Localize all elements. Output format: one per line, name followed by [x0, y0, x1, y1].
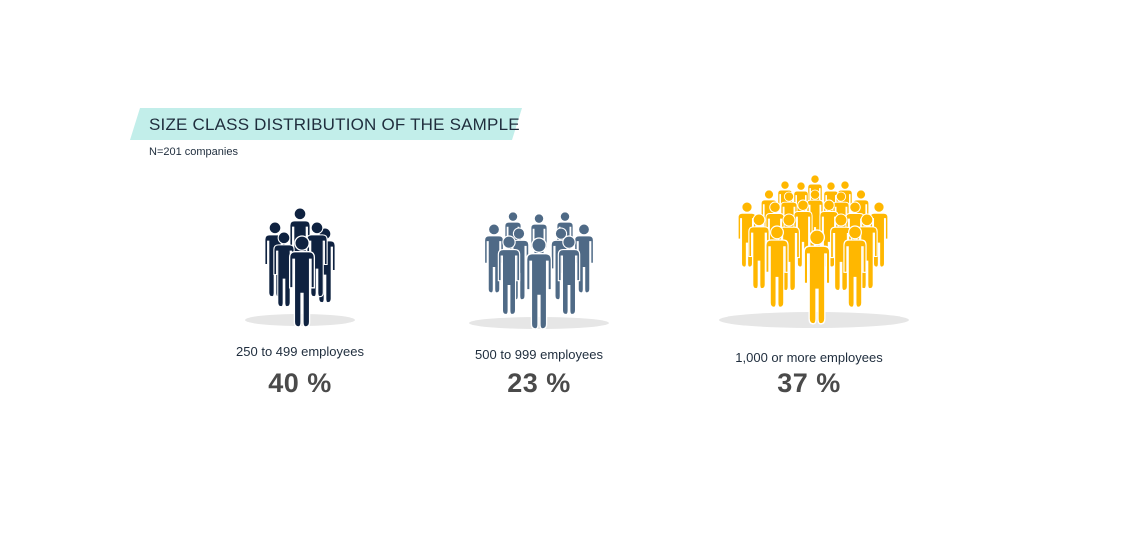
person-group-icon-small	[245, 207, 355, 328]
chart-title: SIZE CLASS DISTRIBUTION OF THE SAMPLE	[149, 115, 520, 134]
value-label: 37 %	[777, 368, 841, 398]
person-icon	[288, 235, 316, 328]
chart-title-banner: SIZE CLASS DISTRIBUTION OF THE SAMPLE	[130, 108, 522, 140]
value-label: 40 %	[268, 368, 332, 398]
person-group-icon-medium	[469, 211, 609, 330]
group-medium-companies: 500 to 999 employees 23 %	[419, 200, 659, 410]
category-label: 500 to 999 employees	[475, 347, 603, 362]
group-large-companies: 1,000 or more employees 37 %	[689, 170, 929, 410]
person-icon	[765, 225, 789, 308]
person-icon	[525, 237, 553, 330]
person-icon	[748, 213, 770, 290]
ground-shadow	[469, 317, 609, 329]
title-banner-fill	[130, 108, 522, 140]
title-banner-shape	[130, 108, 522, 140]
person-icon	[497, 235, 521, 316]
category-label: 250 to 499 employees	[236, 344, 364, 359]
person-group-icon-large	[719, 174, 909, 328]
person-icon	[843, 225, 867, 308]
value-label: 23 %	[507, 368, 571, 398]
person-icon	[803, 229, 831, 325]
group-small-companies: 250 to 499 employees 40 %	[180, 200, 420, 410]
category-label: 1,000 or more employees	[735, 350, 883, 365]
person-icon	[557, 235, 581, 316]
chart-subtitle: N=201 companies	[149, 146, 238, 158]
